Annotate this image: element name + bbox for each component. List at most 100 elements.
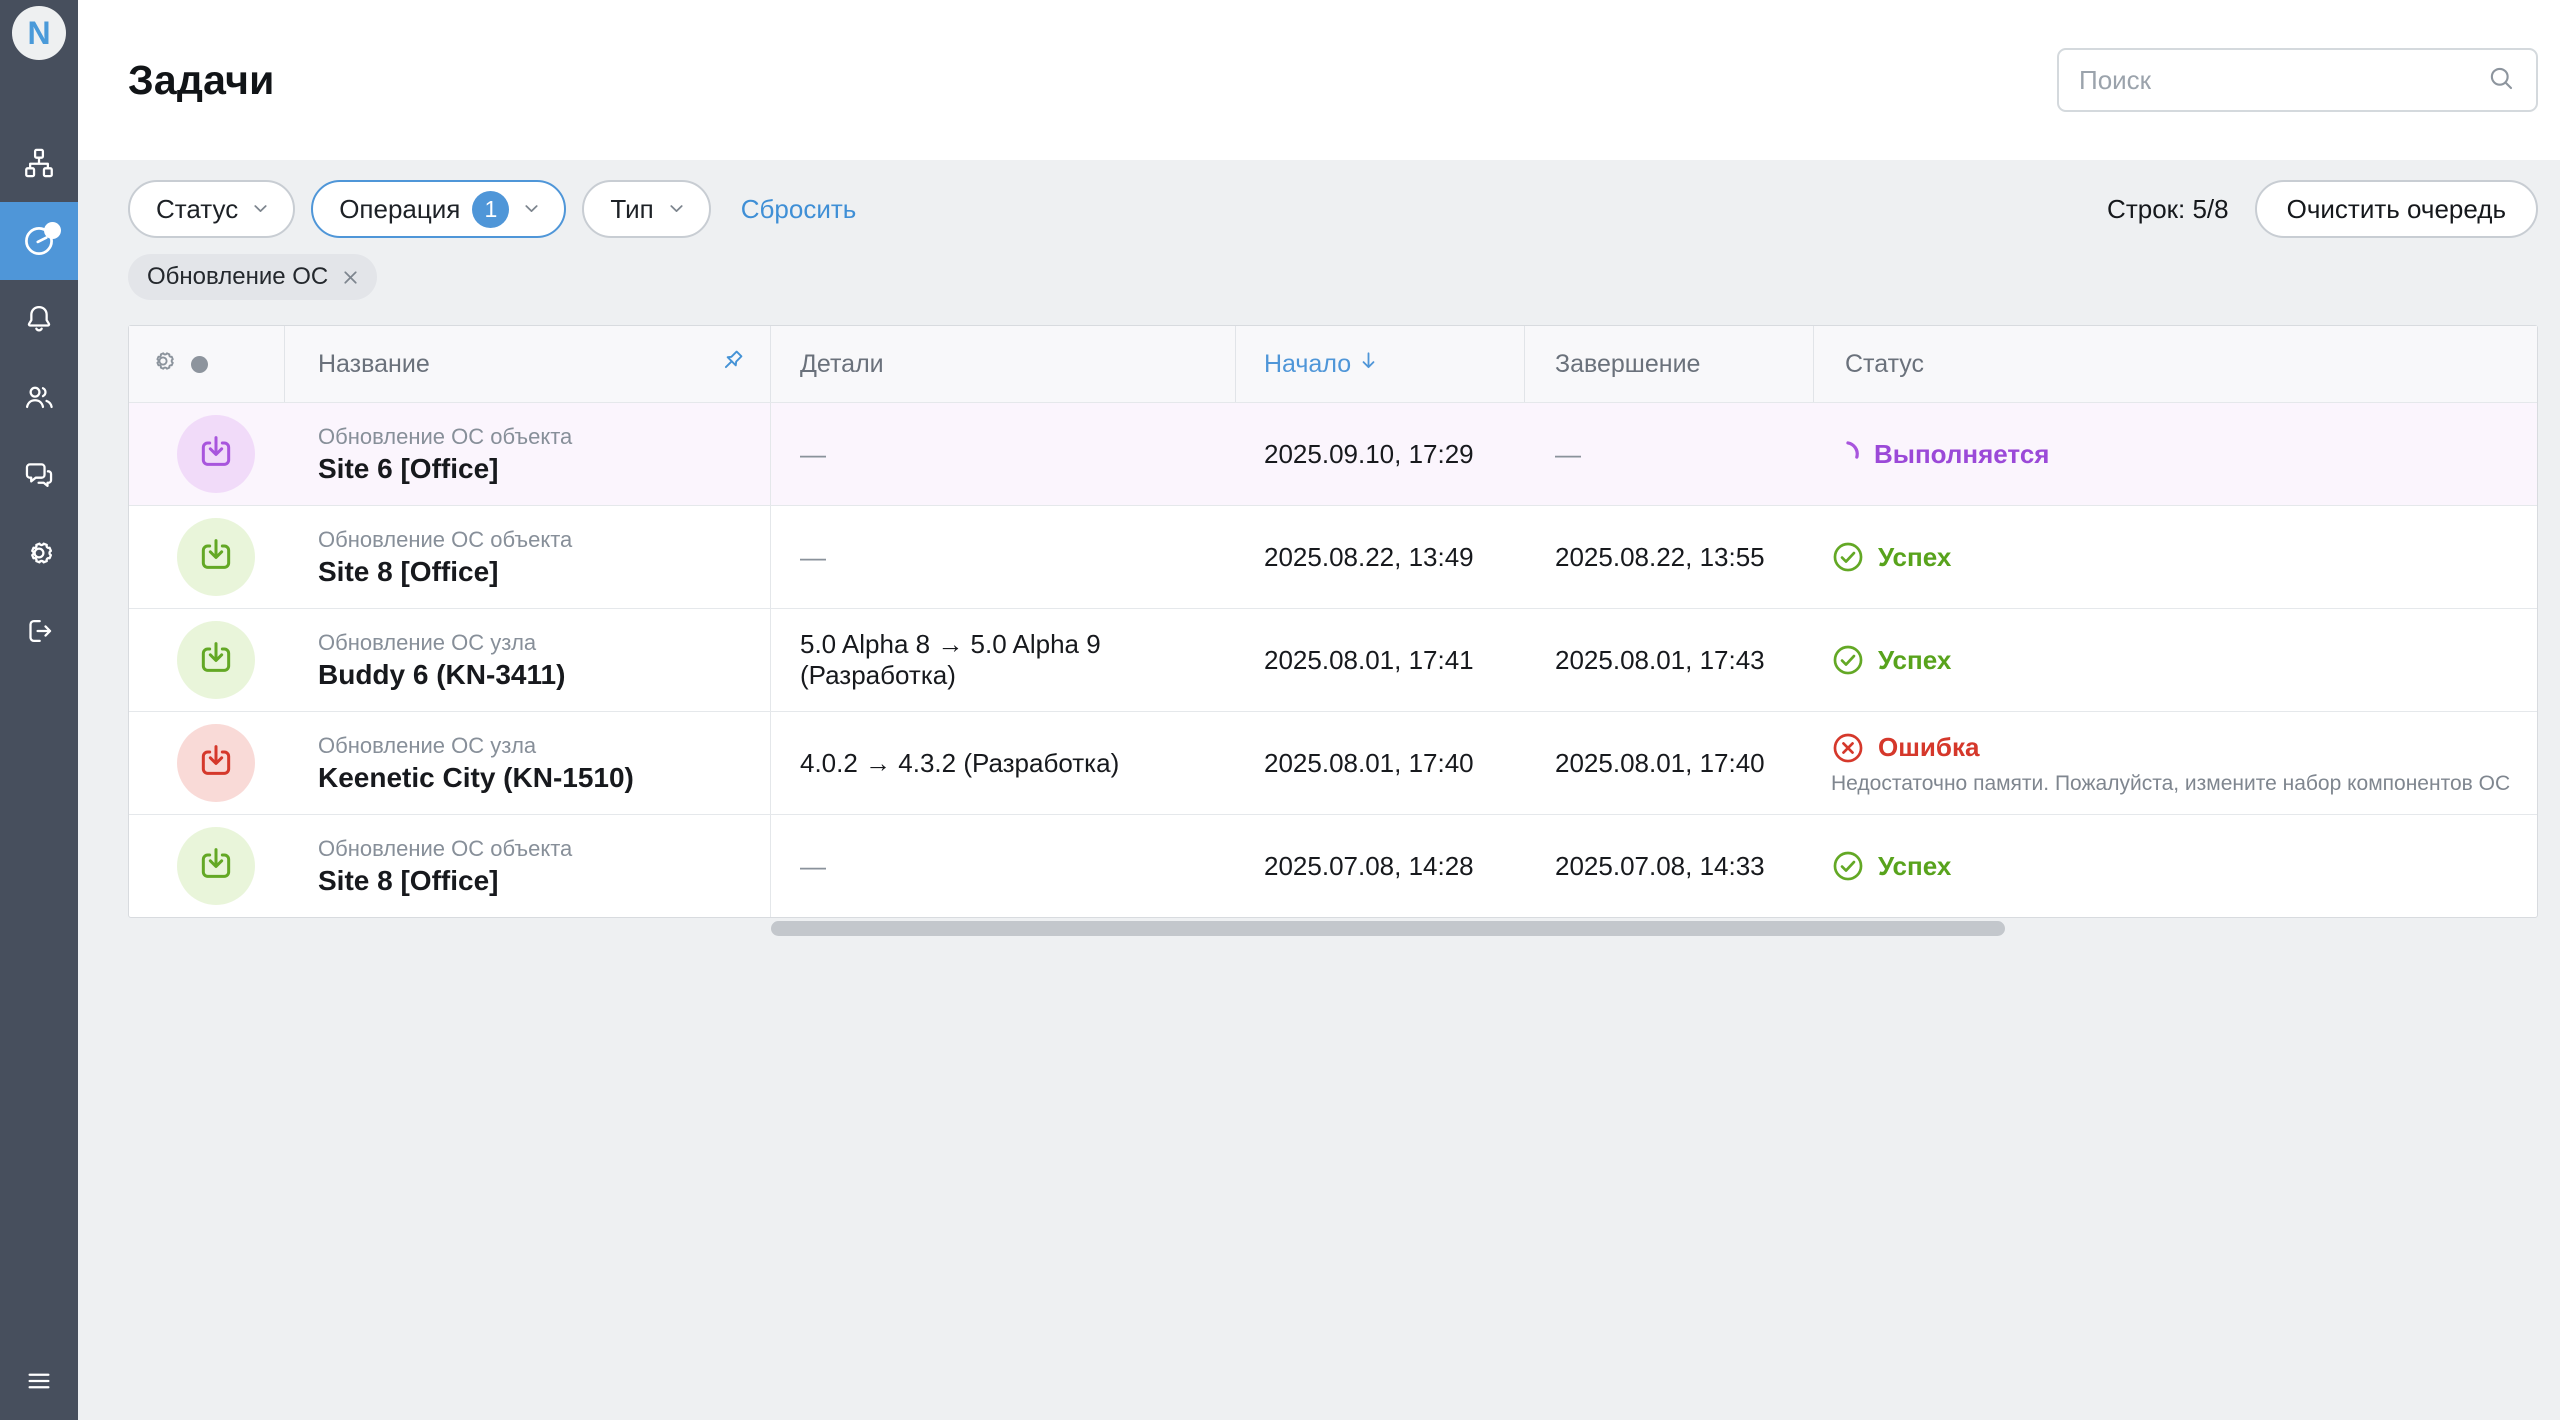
os-update-icon [177,518,255,596]
task-start-time: 2025.08.01, 17:41 [1264,644,1474,675]
task-name: Site 6 [Office] [318,452,499,484]
status-label: Успех [1878,541,1952,572]
task-finish-time: 2025.07.08, 14:33 [1555,850,1765,881]
table-row[interactable]: Обновление ОС объекта Site 8 [Office] — … [129,814,2537,917]
task-type-label: Обновление ОС узла [318,630,537,656]
sidebar-item-notifications[interactable] [0,280,78,358]
settings-gear-icon [22,536,56,570]
chip-close-icon[interactable] [340,267,361,288]
os-update-icon [177,415,255,493]
support-chat-icon [22,458,56,492]
sidebar-nav [0,124,78,670]
spinner-icon [1831,439,1861,469]
filter-chip-label: Обновление ОС [147,263,329,290]
search-box [2057,48,2538,112]
sidebar-item-menu[interactable] [0,1342,78,1420]
column-header-finish[interactable]: Завершение [1525,326,1814,402]
sidebar-item-settings[interactable] [0,514,78,592]
task-finish-time: — [1555,438,1581,469]
filter-operation-badge: 1 [472,190,510,228]
column-status-label: Статус [1845,349,1925,378]
page-title: Задачи [128,56,275,103]
chip-row: Обновление ОС [128,254,2538,300]
column-start-label: Начало [1264,349,1352,378]
status-note: Недостаточно памяти. Пожалуйста, изменит… [1831,771,2511,795]
sidebar: N [0,0,78,1420]
horizontal-scrollbar-thumb[interactable] [771,921,2005,936]
content: Статус Операция 1 Тип Сбросить Стро [78,160,2560,1420]
search-input[interactable] [2079,64,2486,96]
task-details: 4.0.2 → 4.3.2 (Разработка) [800,747,1120,778]
table-settings-gear-icon[interactable] [149,347,177,382]
filter-row: Статус Операция 1 Тип Сбросить Стро [128,180,2538,238]
task-name: Site 8 [Office] [318,555,499,587]
check-circle-icon [1831,849,1865,883]
filter-operation-button[interactable]: Операция 1 [311,180,567,238]
task-finish-time: 2025.08.01, 17:40 [1555,747,1765,778]
check-circle-icon [1831,540,1865,574]
status-label: Успех [1878,644,1952,675]
task-name: Site 8 [Office] [318,864,499,896]
select-all-dot-icon[interactable] [191,355,208,373]
task-type-label: Обновление ОС объекта [318,527,573,553]
table-row[interactable]: Обновление ОС объекта Site 8 [Office] — … [129,505,2537,608]
task-details: — [800,438,826,469]
os-update-icon [177,827,255,905]
column-header-start[interactable]: Начало [1236,326,1525,402]
sidebar-item-users[interactable] [0,358,78,436]
filter-status-button[interactable]: Статус [128,180,296,238]
app-logo[interactable]: N [12,6,66,60]
status-label: Выполняется [1874,438,2050,469]
logout-icon [22,614,56,648]
tasks-badge-dot [44,222,61,239]
status-label: Ошибка [1878,732,1980,762]
main-area: Задачи Статус Операция 1 [78,0,2560,1420]
search-icon[interactable] [2486,63,2516,98]
app-logo-letter: N [27,15,51,51]
os-update-icon [177,621,255,699]
sort-desc-arrow-icon [1357,349,1380,379]
task-details: — [800,850,826,881]
filter-operation-label: Операция [339,193,461,224]
tasks-gauge-icon [21,223,57,259]
task-name: Buddy 6 (KN-3411) [318,658,566,690]
column-header-status[interactable]: Статус [1814,326,2537,402]
filter-type-button[interactable]: Тип [582,180,711,238]
users-icon [22,380,56,414]
task-type-label: Обновление ОС объекта [318,424,573,450]
x-circle-icon [1831,731,1865,765]
check-circle-icon [1831,643,1865,677]
filter-chip-os-update: Обновление ОС [128,254,378,300]
column-header-details[interactable]: Детали [771,326,1236,402]
task-name: Keenetic City (KN-1510) [318,761,634,793]
task-finish-time: 2025.08.01, 17:43 [1555,644,1765,675]
reset-filters-link[interactable]: Сбросить [740,193,857,224]
filter-status-label: Статус [156,193,239,224]
table-row[interactable]: Обновление ОС узла Keenetic City (KN-151… [129,711,2537,814]
table-row[interactable]: Обновление ОС узла Buddy 6 (KN-3411) 5.0… [129,608,2537,711]
topbar: Задачи [78,0,2560,160]
rows-counter: Строк: 5/8 [2107,193,2229,224]
task-start-time: 2025.08.22, 13:49 [1264,541,1474,572]
sidebar-item-support[interactable] [0,436,78,514]
chevron-down-icon [250,195,271,226]
task-start-time: 2025.08.01, 17:40 [1264,747,1474,778]
sidebar-item-tasks[interactable] [0,202,78,280]
pin-icon[interactable] [719,347,746,381]
chevron-down-icon [521,195,542,226]
task-details: — [800,541,826,572]
clear-queue-button[interactable]: Очистить очередь [2254,180,2538,238]
sidebar-item-sites[interactable] [0,124,78,202]
task-start-time: 2025.07.08, 14:28 [1264,850,1474,881]
column-header-name[interactable]: Название [285,326,771,402]
task-finish-time: 2025.08.22, 13:55 [1555,541,1765,572]
filter-type-label: Тип [610,193,654,224]
task-details: 5.0 Alpha 8 → 5.0 Alpha 9 (Разработка) [800,629,1101,690]
column-name-label: Название [318,349,430,378]
notifications-bell-icon [22,302,56,336]
sites-icon [22,146,56,180]
sidebar-item-logout[interactable] [0,592,78,670]
table-header: Название Детали [129,326,2537,402]
table-row[interactable]: Обновление ОС объекта Site 6 [Office] — … [129,402,2537,505]
task-type-label: Обновление ОС объекта [318,836,573,862]
